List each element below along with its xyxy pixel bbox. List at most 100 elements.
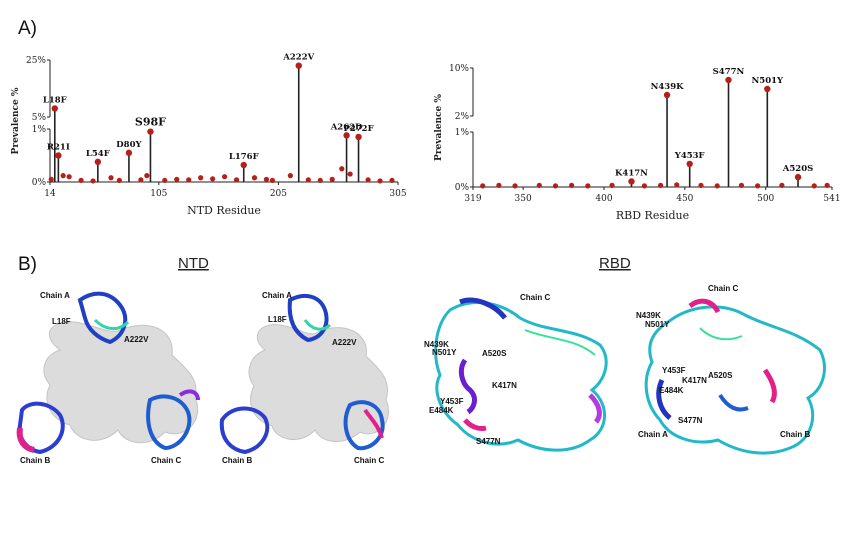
y-tick-label: 2% (455, 112, 470, 122)
rbd-site (458, 358, 477, 415)
structure-label: E484K (659, 386, 684, 395)
structure-label: A222V (124, 335, 149, 344)
mutation-label: N501Y (752, 76, 785, 86)
mutation-label: N439K (651, 82, 685, 92)
background-point (90, 178, 96, 184)
ntd-structure-1: Chain A L18F A222V Chain B Chain C (16, 291, 200, 465)
background-point (138, 177, 144, 183)
y-tick-label: 5% (32, 113, 47, 123)
rbd-loop (718, 393, 749, 412)
background-point (210, 176, 216, 182)
mutation-point (240, 161, 247, 169)
structure-label: Y453F (662, 366, 686, 375)
x-tick-label: 541 (823, 194, 840, 204)
rbd-site (688, 298, 721, 314)
background-point (755, 183, 761, 189)
structure-label: Chain A (638, 430, 668, 439)
structure-label: Chain B (780, 430, 810, 439)
background-point (186, 177, 192, 183)
mutation-label: L54F (86, 149, 110, 159)
background-point (698, 182, 704, 188)
ntd-prevalence-chart: 0% 1% 5% 25% 14 105 205 305 NTD Residue Prevalenc… (11, 53, 407, 217)
y-tick-label: 1% (455, 128, 470, 138)
background-point (287, 173, 293, 179)
mutation-label: L176F (229, 152, 259, 162)
rbd-prevalence-chart: 0% 1% 2% 10% 319 350 400 450 500 541 RBD Residue Pr… (434, 64, 841, 222)
background-point (48, 176, 54, 182)
structure-label: A520S (482, 349, 507, 358)
structure-label: K417N (682, 376, 707, 385)
mutation-point (125, 149, 133, 157)
background-point (221, 174, 228, 180)
x-tick-label: 205 (270, 189, 287, 199)
background-point (714, 183, 720, 189)
x-axis-label: RBD Residue (616, 209, 689, 222)
y-axis-label: Prevalence % (434, 94, 444, 161)
x-axis-label: NTD Residue (187, 204, 261, 217)
mutation-point (663, 91, 671, 99)
structure-label: Chain C (520, 293, 550, 302)
y-tick-label: 0% (32, 178, 47, 188)
trimer-surface (248, 324, 389, 442)
x-tick-label: 350 (515, 194, 532, 204)
structure-label: A520S (708, 371, 733, 380)
y-tick-label: 10% (449, 64, 469, 74)
background-point (339, 166, 345, 172)
rbd-structure-title: RBD (599, 255, 631, 272)
mutation-point (55, 152, 62, 159)
structure-label: N501Y (432, 348, 457, 357)
chain-a-core (93, 318, 130, 330)
y-tick-label: 0% (455, 183, 470, 193)
x-tick-label: 319 (464, 194, 481, 204)
background-point (269, 177, 276, 184)
background-point (317, 177, 323, 184)
x-tick-label: 305 (389, 189, 406, 199)
structure-label: E484K (429, 406, 454, 415)
background-point (144, 173, 150, 179)
mutation-label: A222V (282, 53, 314, 63)
background-point (811, 183, 817, 189)
background-point (585, 183, 591, 189)
mutation-label: K417N (615, 169, 648, 179)
rbd-site (463, 418, 487, 431)
background-point (233, 177, 240, 183)
background-point (824, 182, 830, 188)
background-point (552, 183, 559, 189)
mutation-point (794, 173, 802, 181)
background-point (305, 177, 311, 183)
mutation-point (355, 133, 362, 141)
chain-c-hotspot (363, 408, 384, 439)
chain-b-hotspot (16, 427, 35, 453)
background-point (251, 175, 258, 181)
rbd-site (762, 368, 777, 404)
structure-label: N439K (424, 340, 449, 349)
rbd-loop (656, 378, 672, 420)
structure-label: L18F (268, 315, 287, 324)
background-point (365, 177, 371, 183)
structure-label: S477N (678, 416, 703, 425)
structure-label: Y453F (440, 397, 464, 406)
mutation-point (725, 76, 732, 84)
panel-b-label: B) (18, 254, 37, 275)
y-tick-label: 25% (26, 56, 46, 66)
rbd-ribbon (644, 305, 826, 455)
mutation-label: A262D (330, 122, 363, 132)
panel-a-label: A) (18, 18, 37, 39)
mutation-point (147, 128, 154, 135)
chain-c-loop (178, 389, 200, 401)
background-point (377, 178, 383, 184)
background-point (263, 176, 270, 182)
structure-label: Chain A (40, 291, 70, 300)
background-point (569, 182, 575, 188)
x-tick-label: 500 (757, 194, 774, 204)
background-point (78, 177, 84, 184)
background-point (162, 177, 168, 184)
x-tick-label: 14 (44, 189, 56, 199)
background-point (512, 183, 518, 189)
background-point (108, 175, 114, 181)
rbd-loop (459, 297, 507, 320)
chain-a-ribbon (77, 291, 128, 345)
structure-label: A222V (332, 338, 357, 347)
background-point (641, 183, 648, 189)
rbd-core (524, 329, 596, 356)
